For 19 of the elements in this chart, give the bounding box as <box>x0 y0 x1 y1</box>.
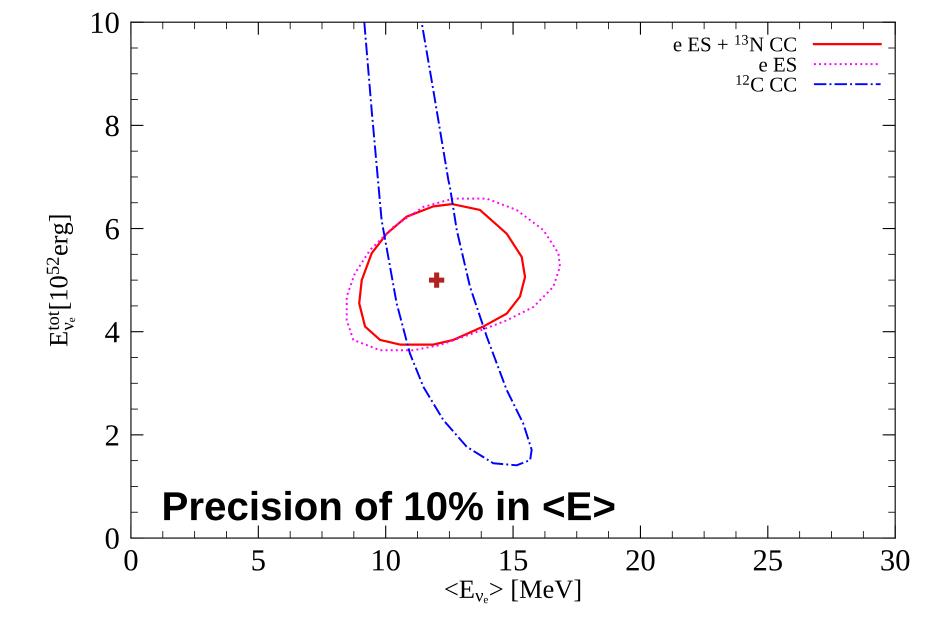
y-tick-label: 8 <box>106 116 119 136</box>
x-tick-label: 15 <box>500 550 528 571</box>
y-tick-label: 6 <box>106 218 119 240</box>
y-axis-title: E$^{tot}$$_{νₑ}$[10$^{52}$erg] <box>46 215 76 346</box>
legend-label: $^{12}$C CC <box>736 75 796 92</box>
y-tick-label: 0 <box>106 528 119 549</box>
x-tick-label: 0 <box>124 550 138 571</box>
x-axis-title: <E$_{νₑ}$> [MeV] <box>445 580 580 604</box>
x-tick-label: 20 <box>626 550 655 571</box>
legend-label: e ES + $^{13}$N CC <box>674 34 796 52</box>
x-tick-label: 25 <box>754 550 782 571</box>
x-tick-label: 5 <box>252 550 265 571</box>
annotation: Precision of 10% in <E> <box>164 490 614 520</box>
x-tick-label: 30 <box>881 550 910 571</box>
y-tick-label: 2 <box>106 425 118 446</box>
x-tick-label: 10 <box>373 550 400 571</box>
y-tick-label: 10 <box>92 12 119 34</box>
y-tick-label: 4 <box>105 322 120 342</box>
legend-label: e ES <box>759 58 796 72</box>
